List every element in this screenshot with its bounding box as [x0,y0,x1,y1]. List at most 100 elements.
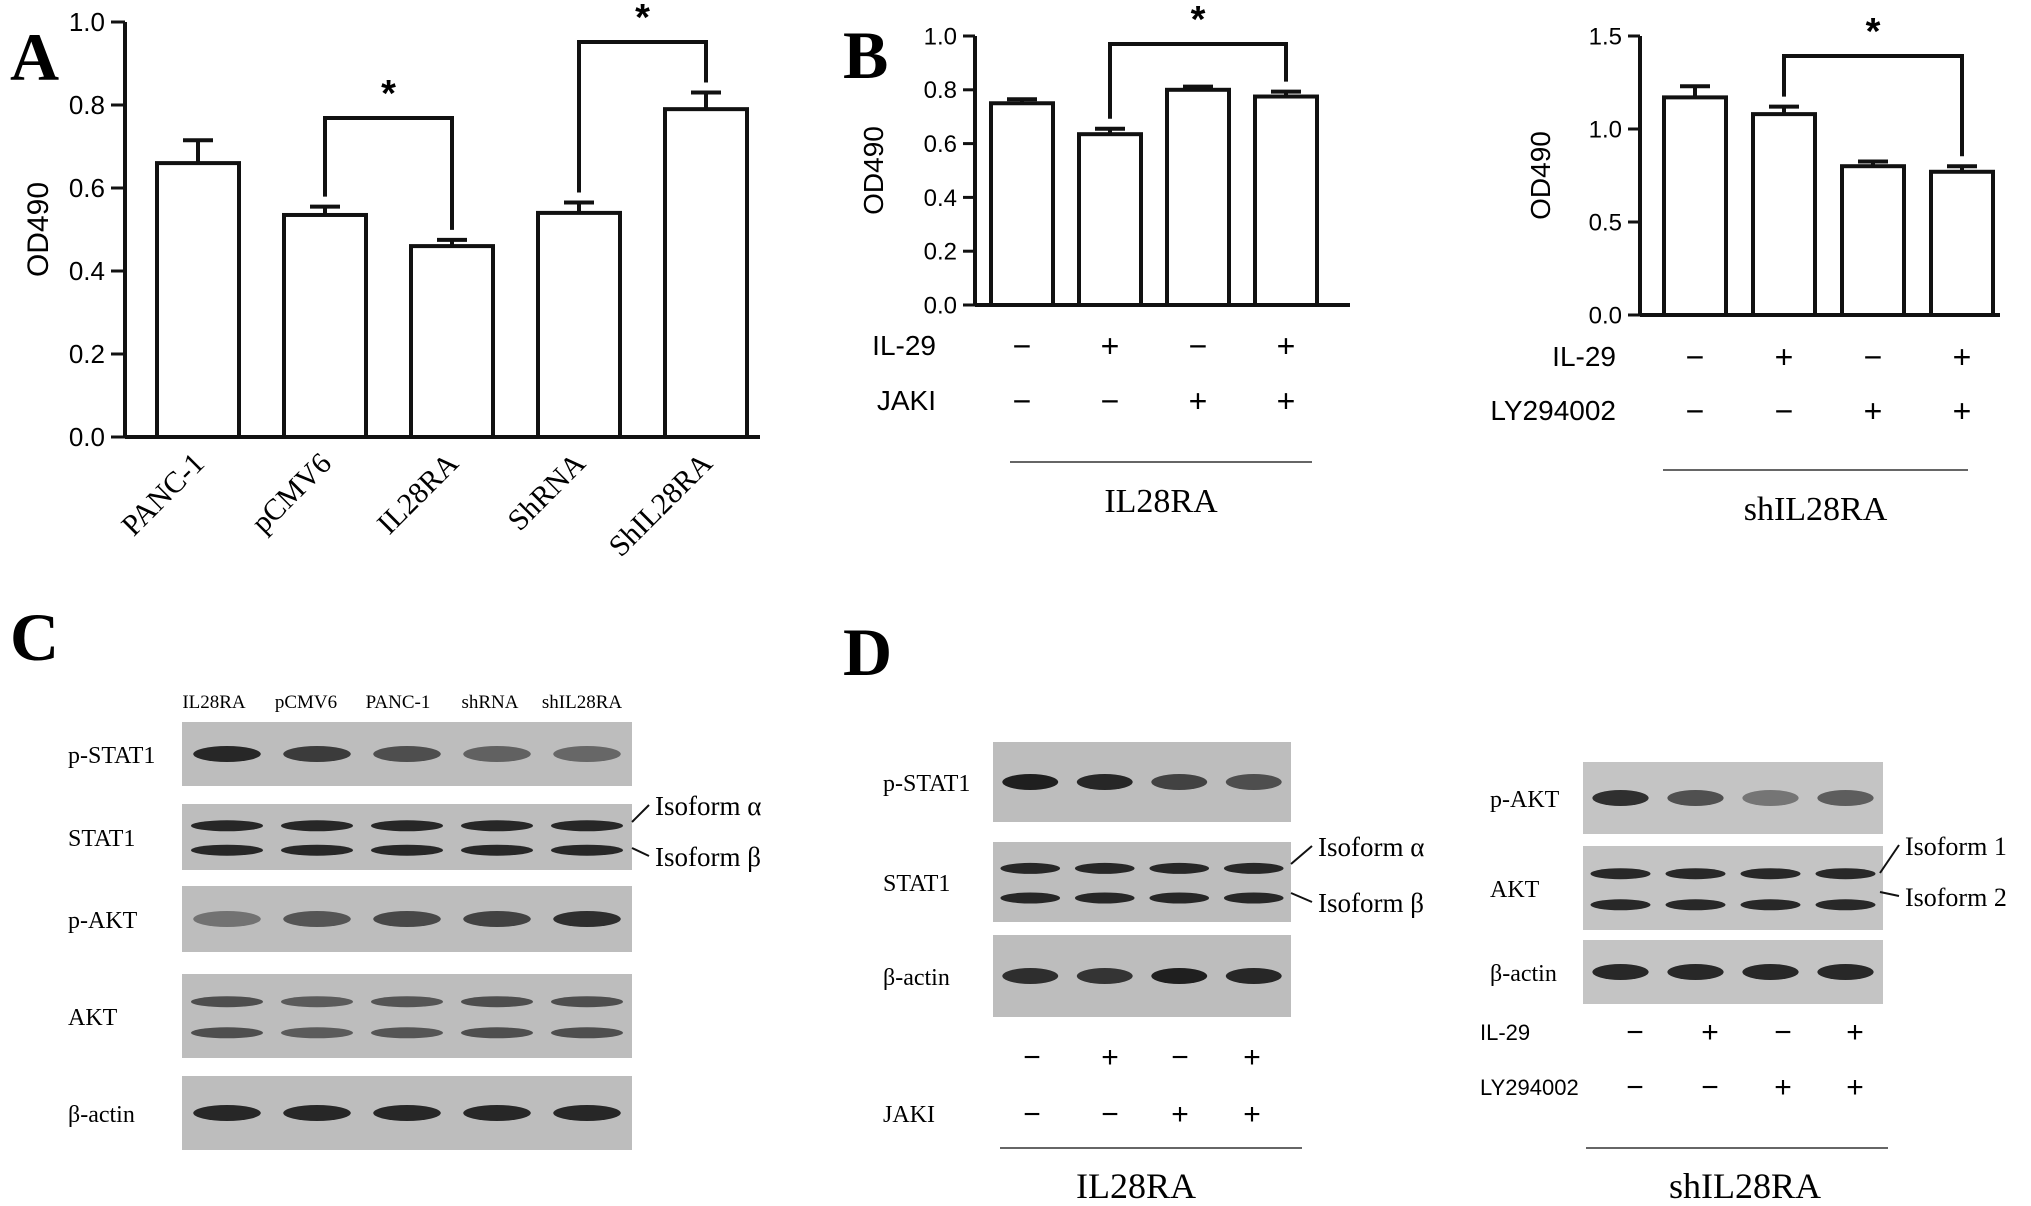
treatment-sign: + [1101,328,1120,364]
blot-band [463,911,531,927]
treatment-sign: − [1774,1016,1792,1049]
blot-band [1002,968,1059,984]
treatment-name: JAKI [883,1102,935,1128]
blot-band [1000,862,1061,874]
y-tick-label: 1.0 [1589,116,1622,143]
chart-a: 0.0 0.2 0.4 0.6 0.8 1.0 OD490 PANC-1 pCMV6 IL28RA… [22,0,760,563]
western-blot-d-right: p-AKT AKT β-actin Isoform 1 Isoform 2 IL-29 − +… [1480,762,2007,1206]
treatment-sign: + [1277,383,1296,419]
blot-band [373,746,441,762]
blot-band [551,996,623,1008]
treatment-sign: + [1101,1041,1119,1074]
treatment-sign: + [1243,1098,1261,1131]
significance-bracket [577,40,708,193]
panel-label-c: C [10,599,59,675]
blot-band [1225,968,1282,984]
blot-strip [993,842,1291,922]
isoform-label: Isoform 1 [1905,832,2007,861]
western-blot-c: IL28RA pCMV6 PANC-1 shRNA shIL28RA p-STAT1 STA… [68,692,761,1150]
treatment-sign: − [1686,339,1705,375]
blot-band [1151,968,1208,984]
lane-label: pCMV6 [275,692,337,713]
isoform-pointer [1879,844,1900,874]
blot-band [1817,964,1874,980]
bar [282,212,368,439]
blot-band [371,1027,443,1039]
blot-row-label: STAT1 [68,826,135,852]
bar [409,244,495,439]
blot-band [1740,868,1801,880]
bar [1840,164,1906,317]
treatment-sign: − [1171,1041,1189,1074]
bar [1253,94,1319,308]
significance-star: * [635,0,650,39]
group-label: IL28RA [1104,483,1218,520]
group-label: shIL28RA [1669,1166,1821,1206]
blot-band [553,1105,621,1121]
treatment-sign: − [1013,383,1032,419]
blot-band [1000,892,1061,904]
group-label: shIL28RA [1744,491,1888,528]
blot-band [1076,968,1133,984]
significance-bracket [1108,42,1288,119]
y-tick-label: 0.6 [924,131,957,158]
y-tick-label: 0.2 [69,339,105,369]
blot-band [191,996,263,1008]
blot-band [1149,862,1210,874]
blot-band [1592,790,1649,806]
y-tick-label: 0.8 [69,90,105,120]
treatment-sign: − [1023,1098,1041,1131]
x-tick-label: pCMV6 [245,447,338,540]
blot-band [551,844,623,856]
panel-label-d: D [843,614,892,690]
blot-band [461,820,533,832]
isoform-label: Isoform α [655,791,761,821]
significance-bracket [323,116,454,230]
blot-row-label: p-STAT1 [883,771,970,797]
blot-band [373,1105,441,1121]
blot-row-label: AKT [1490,877,1540,903]
treatment-sign: − [1626,1071,1644,1104]
x-tick-label: IL28RA [371,446,465,540]
blot-band [281,996,353,1008]
y-tick-label: 0.2 [924,239,957,266]
bar [155,161,241,439]
blot-band [191,844,263,856]
blot-band [373,911,441,927]
blot-band [463,1105,531,1121]
blot-band [281,844,353,856]
y-tick-label: 0.4 [69,256,105,286]
blot-strip [182,804,632,870]
isoform-pointer [1879,891,1900,897]
significance-bracket [1782,54,1964,157]
significance-star: * [1866,11,1881,53]
blot-strip [1583,846,1883,930]
blot-band [1742,790,1799,806]
y-tick-label: 0.0 [924,292,957,319]
y-tick-label: 1.0 [69,7,105,37]
bar [989,101,1055,307]
blot-band [283,911,351,927]
isoform-label: Isoform β [1318,888,1424,918]
treatment-name: LY294002 [1480,1075,1579,1100]
bar [1929,169,1995,317]
lane-label: shRNA [461,692,518,713]
treatment-sign: + [1701,1016,1719,1049]
treatment-sign: − [1101,383,1120,419]
treatment-sign: + [1846,1071,1864,1104]
treatment-sign: + [1277,328,1296,364]
treatment-name: IL-29 [872,330,936,361]
western-blot-d-left: p-STAT1 STAT1 β-actin Isoform α Isoform β − + −… [883,742,1424,1206]
chart-b-right: 0.0 0.5 1.0 1.5 OD490 * IL-29 − + − + LY294002 − − + + s… [1490,11,2000,528]
treatment-sign: + [1243,1041,1261,1074]
y-axis-label: OD490 [858,126,889,215]
blot-row-label: p-AKT [68,908,138,934]
isoform-pointer [1290,892,1313,903]
x-tick-label: ShIL28RA [602,446,719,563]
blot-band [1815,899,1876,911]
treatment-sign: − [1189,328,1208,364]
blot-band [1665,868,1726,880]
blot-row-label: STAT1 [883,871,950,897]
blot-row-label: β-actin [1490,961,1557,987]
blot-band [553,911,621,927]
